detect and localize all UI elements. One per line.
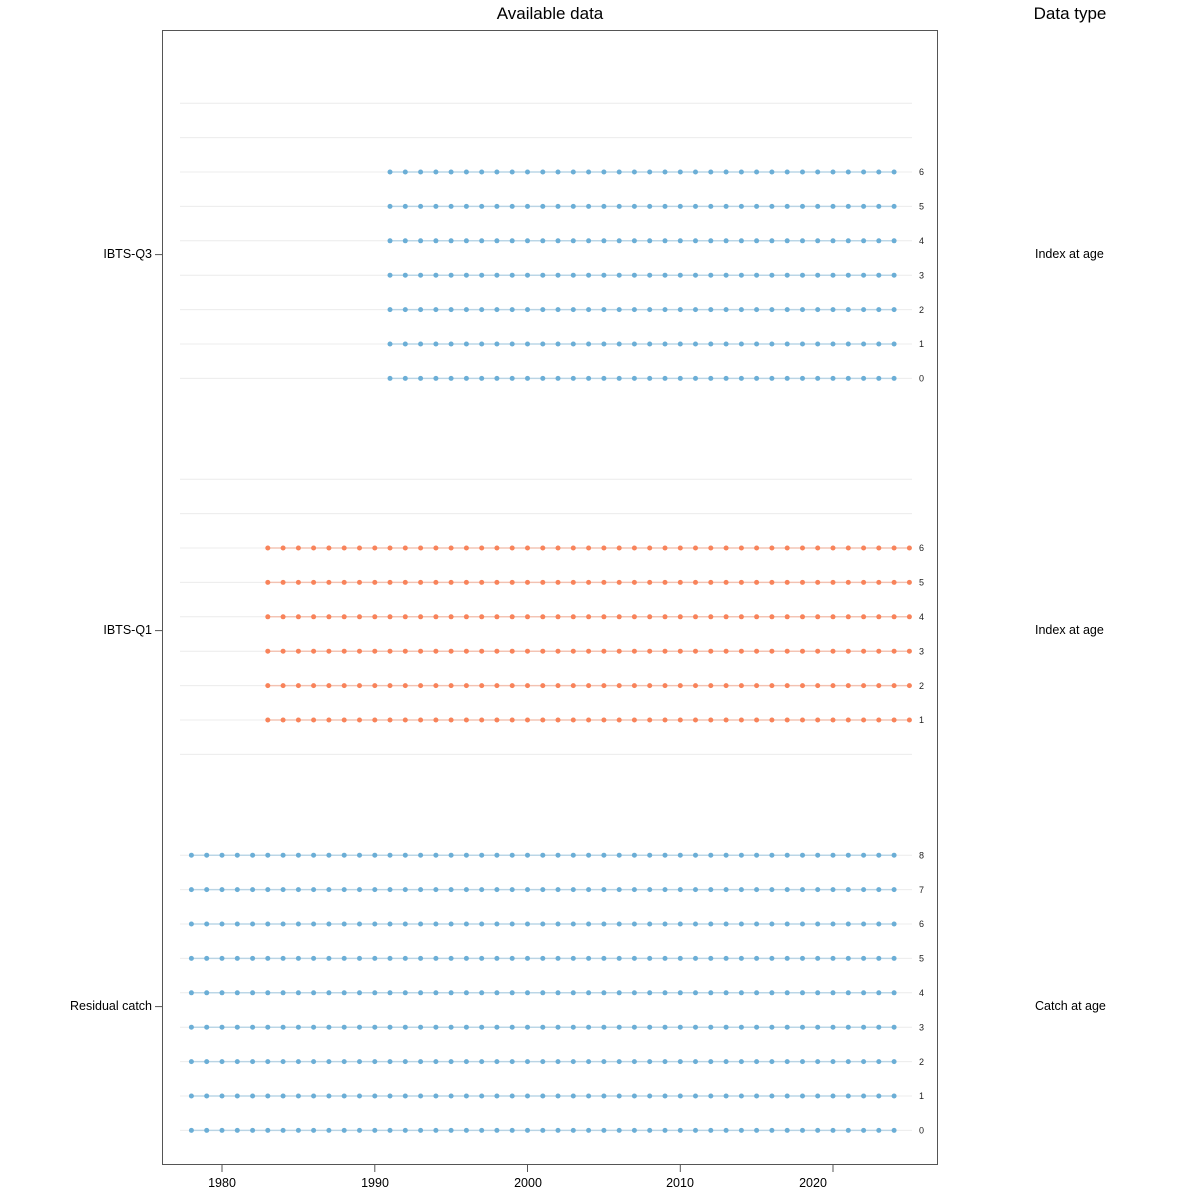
age-row-dots (265, 717, 912, 723)
data-type-label-ibts-q1: Index at age (1035, 623, 1104, 637)
x-axis-tick-label-2020: 2020 (799, 1176, 827, 1190)
age-row-dots (265, 614, 912, 620)
data-type-label-residual-catch: Catch at age (1035, 999, 1106, 1013)
age-row-label: 7 (919, 885, 924, 895)
x-axis-tick-label-2010: 2010 (666, 1176, 694, 1190)
age-row-label: 4 (919, 612, 924, 622)
age-row-label: 5 (919, 578, 924, 588)
age-row-label: 4 (919, 988, 924, 998)
age-row-label: 1 (919, 715, 924, 725)
age-row-dots (188, 852, 897, 858)
age-row-dots (265, 648, 912, 654)
age-row-dots (387, 169, 897, 175)
age-row-label: 2 (919, 1057, 924, 1067)
fleet-label-residual-catch: Residual catch (70, 999, 152, 1013)
age-row-dots (265, 545, 912, 551)
age-row-dots (387, 238, 897, 244)
age-row-label: 6 (919, 919, 924, 929)
age-row-label: 1 (919, 1091, 924, 1101)
age-row-dots (188, 1127, 897, 1133)
age-row-label: 0 (919, 374, 924, 384)
age-row-dots (387, 307, 897, 313)
age-row-dots (265, 579, 912, 585)
age-row-label: 3 (919, 270, 924, 280)
age-row-dots (188, 1024, 897, 1030)
age-row-label: 0 (919, 1126, 924, 1136)
x-axis-tick-label-1980: 1980 (208, 1176, 236, 1190)
age-row-label: 4 (919, 236, 924, 246)
fleet-block-ibts-q1: 6 5 4 3 2 1 (155, 478, 924, 755)
plot-border (162, 30, 938, 1165)
age-row-label: 5 (919, 954, 924, 964)
age-row-dots (188, 1093, 897, 1099)
chart-title: Available data (496, 4, 604, 23)
data-type-column-title: Data type (1033, 4, 1107, 23)
age-row-label: 2 (919, 681, 924, 691)
age-row-label: 3 (919, 646, 924, 656)
fleet-label-ibts-q1: IBTS-Q1 (103, 623, 152, 637)
age-row-label: 1 (919, 339, 924, 349)
age-row-label: 6 (919, 167, 924, 177)
age-row-dots (387, 341, 897, 347)
age-row-dots (387, 203, 897, 209)
age-row-dots (387, 375, 897, 381)
age-row-dots (387, 272, 897, 278)
age-row-dots (188, 921, 897, 927)
age-row-label: 6 (919, 543, 924, 553)
age-row-dots (188, 887, 897, 893)
fleet-label-ibts-q3: IBTS-Q3 (103, 247, 152, 261)
fleet-block-ibts-q3: 6 5 4 3 2 1 0 (155, 102, 924, 384)
age-row-dots (188, 1059, 897, 1065)
age-row-label: 5 (919, 202, 924, 212)
age-row-label: 8 (919, 850, 924, 860)
age-row-dots (188, 955, 897, 961)
x-axis-tick-label-2000: 2000 (514, 1176, 542, 1190)
fleet-block-residual-catch: 8 7 6 5 4 3 2 1 0 (155, 850, 924, 1136)
age-row-dots (188, 990, 897, 996)
age-row-label: 2 (919, 305, 924, 315)
x-axis-tick-label-1990: 1990 (361, 1176, 389, 1190)
age-row-label: 3 (919, 1022, 924, 1032)
data-type-label-ibts-q3: Index at age (1035, 247, 1104, 261)
age-row-dots (265, 683, 912, 689)
